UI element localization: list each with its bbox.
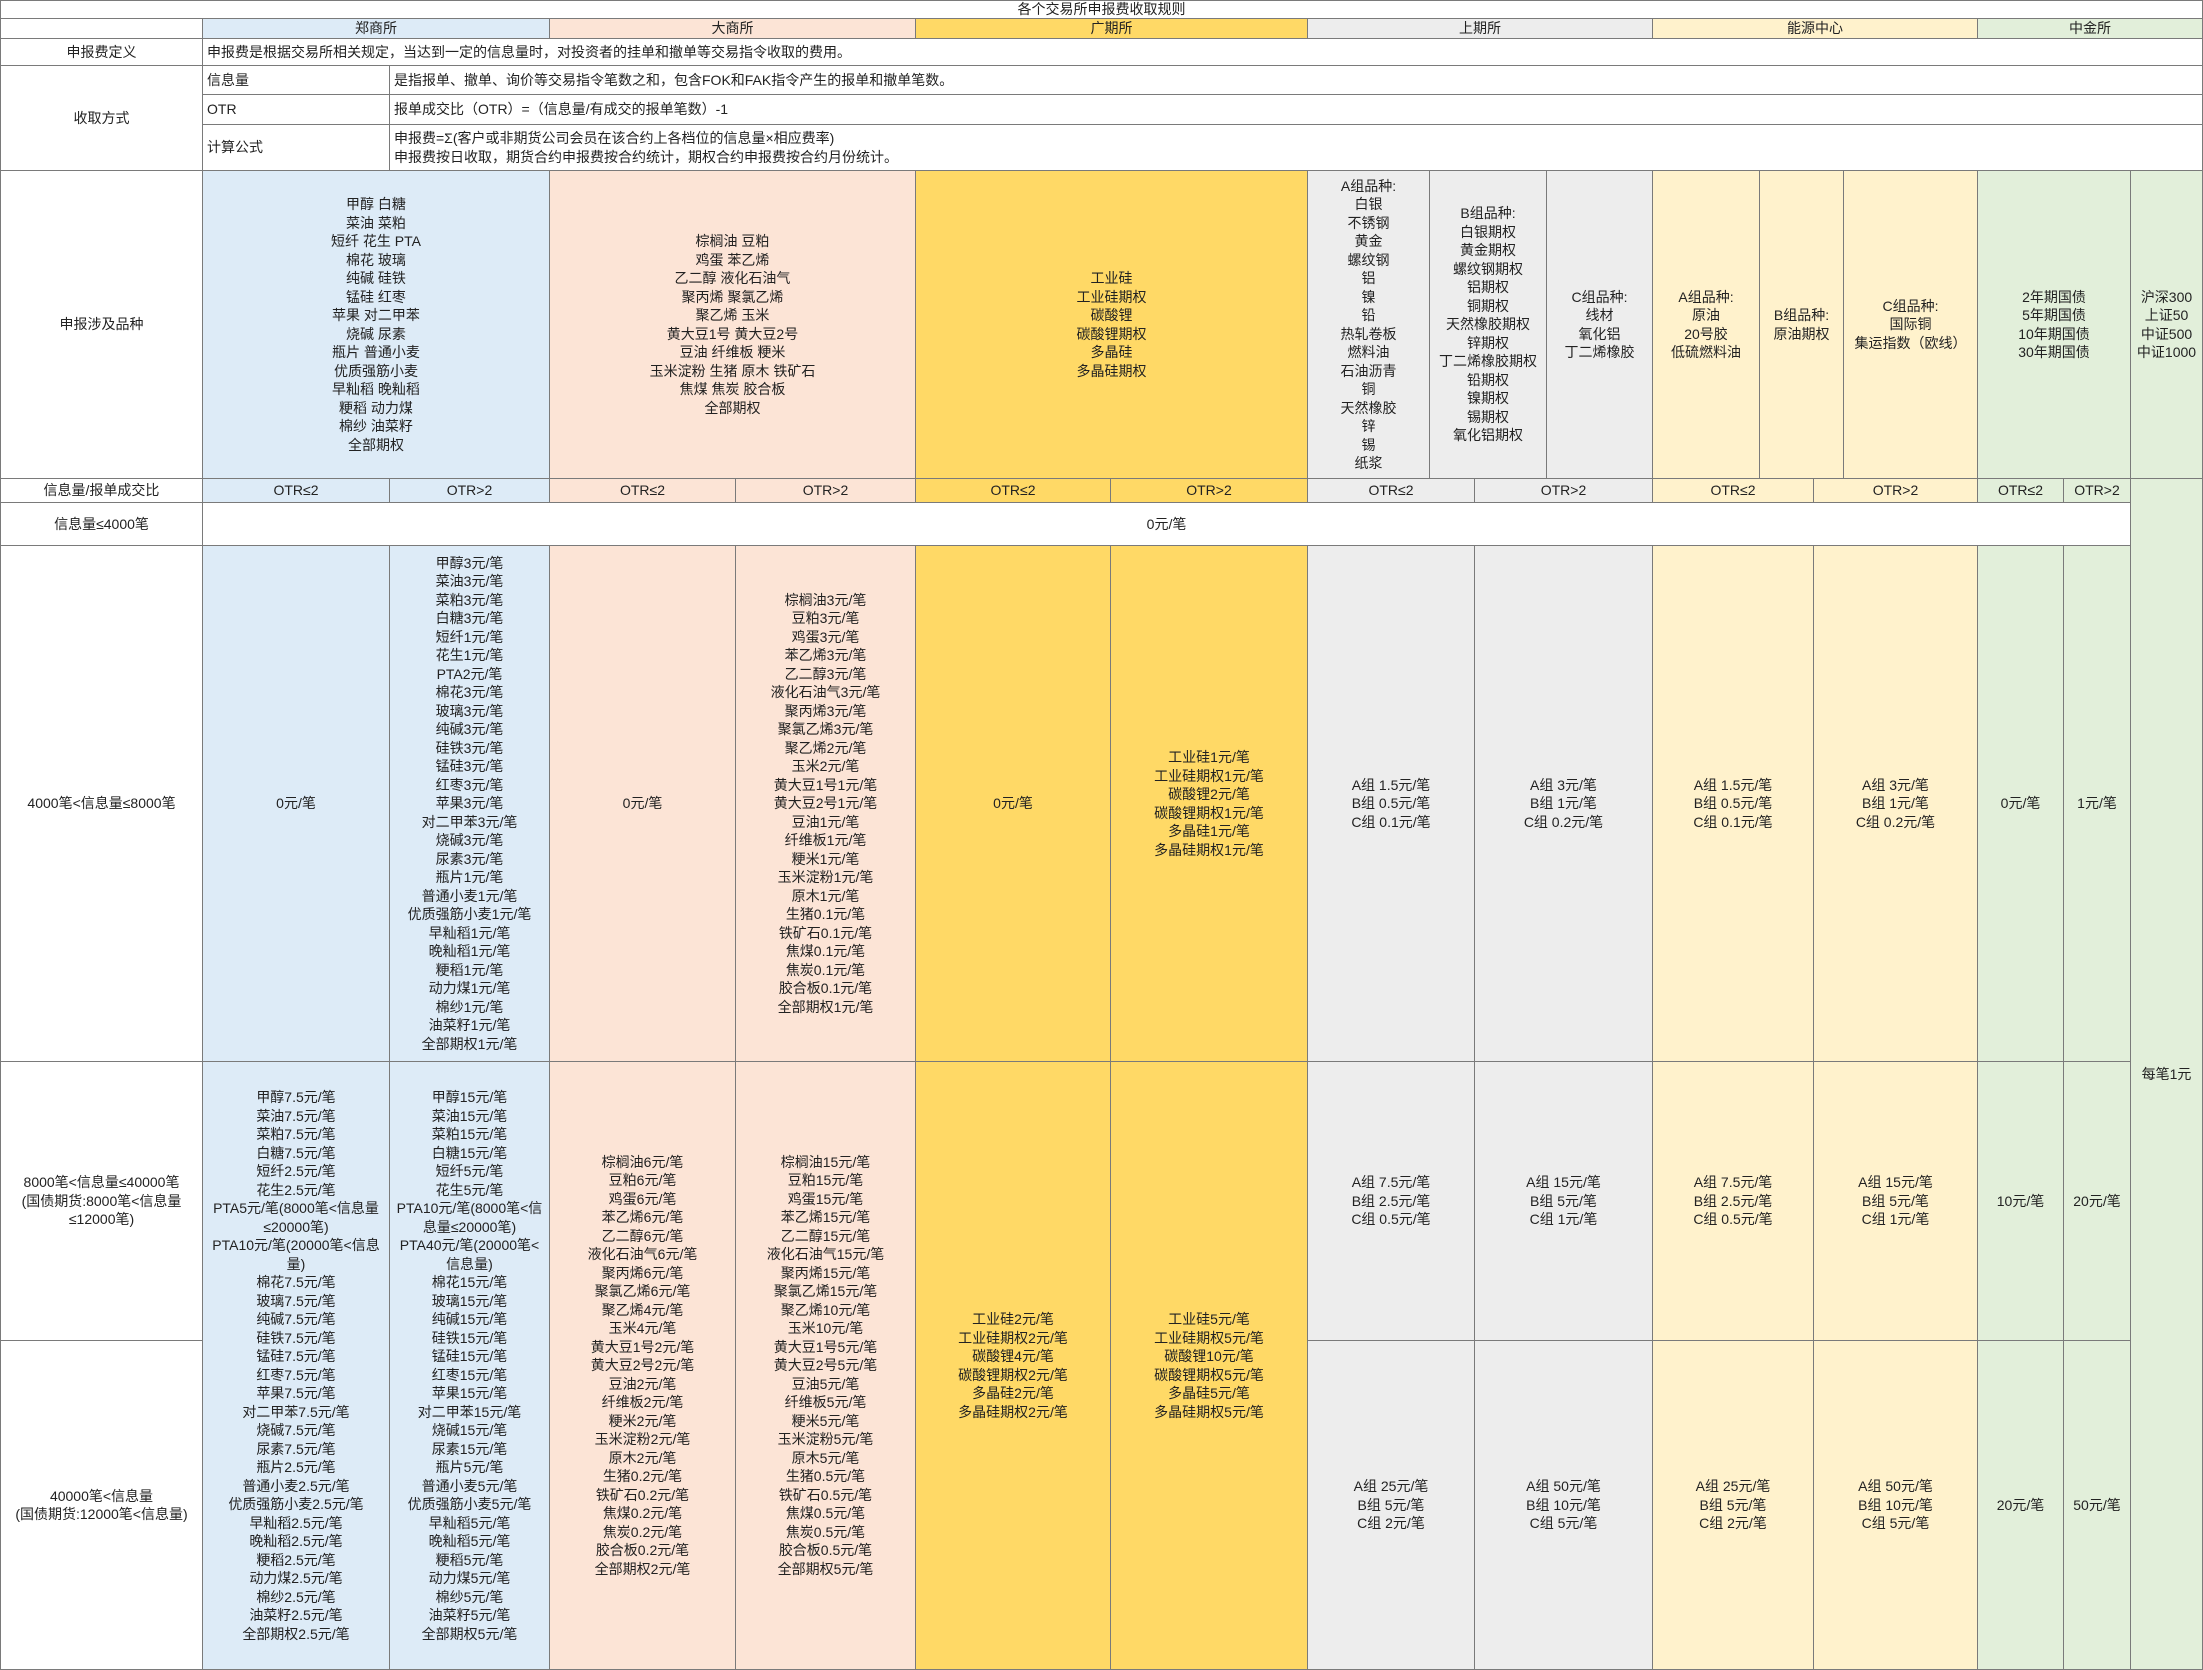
fee-cell: A组 3元/笔 B组 1元/笔 C组 0.2元/笔 bbox=[1813, 545, 1978, 1062]
fee-cell: 0元/笔 bbox=[202, 545, 390, 1062]
fee-cell: A组 15元/笔 B组 5元/笔 C组 1元/笔 bbox=[1813, 1061, 1978, 1341]
options-fee: 每笔1元 bbox=[2130, 478, 2203, 1670]
item-name: 信息量 bbox=[202, 65, 390, 95]
product-list: 2年期国债 5年期国债 10年期国债 30年期国债 bbox=[1977, 170, 2131, 479]
fee-cell: 20元/笔 bbox=[2063, 1061, 2131, 1341]
otr-header: OTR≤2 bbox=[1652, 478, 1814, 503]
otr-header: OTR>2 bbox=[735, 478, 916, 503]
row-label: 申报涉及品种 bbox=[0, 170, 203, 479]
product-list: A组品种: 原油 20号胶 低硫燃料油 bbox=[1652, 170, 1760, 479]
fee-cell: A组 1.5元/笔 B组 0.5元/笔 C组 0.1元/笔 bbox=[1652, 545, 1814, 1062]
tier-label: 4000笔<信息量≤8000笔 bbox=[0, 545, 203, 1062]
otr-header: OTR≤2 bbox=[915, 478, 1111, 503]
fee-cell: 棕榈油15元/笔 豆粕15元/笔 鸡蛋15元/笔 苯乙烯15元/笔 乙二醇15元… bbox=[735, 1061, 916, 1670]
fee-cell: 工业硅2元/笔 工业硅期权2元/笔 碳酸锂4元/笔 碳酸锂期权2元/笔 多晶硅2… bbox=[915, 1061, 1111, 1670]
product-list: B组品种: 白银期权 黄金期权 螺纹钢期权 铝期权 铜期权 天然橡胶期权 锌期权… bbox=[1429, 170, 1547, 479]
product-list: C组品种: 国际铜 集运指数（欧线） bbox=[1843, 170, 1978, 479]
definition-text: 申报费是根据交易所相关规定，当达到一定的信息量时，对投资者的挂单和撤单等交易指令… bbox=[202, 38, 2203, 66]
exchange-header: 郑商所 bbox=[202, 18, 550, 39]
fee-cell: 0元/笔 bbox=[915, 545, 1111, 1062]
item-text: 申报费=Σ(客户或非期货公司会员在该合约上各档位的信息量×相应费率) 申报费按日… bbox=[389, 124, 2203, 171]
fee-cell: 工业硅5元/笔 工业硅期权5元/笔 碳酸锂10元/笔 碳酸锂期权5元/笔 多晶硅… bbox=[1110, 1061, 1308, 1670]
fee-cell: A组 7.5元/笔 B组 2.5元/笔 C组 0.5元/笔 bbox=[1652, 1061, 1814, 1341]
fee-cell: 10元/笔 bbox=[1977, 1061, 2064, 1341]
fee-cell: 棕榈油6元/笔 豆粕6元/笔 鸡蛋6元/笔 苯乙烯6元/笔 乙二醇6元/笔 液化… bbox=[549, 1061, 736, 1670]
otr-header: OTR≤2 bbox=[202, 478, 390, 503]
fee-cell: 甲醇7.5元/笔 菜油7.5元/笔 菜粕7.5元/笔 白糖7.5元/笔 短纤2.… bbox=[202, 1061, 390, 1670]
otr-header: OTR≤2 bbox=[1307, 478, 1475, 503]
fee-cell: A组 15元/笔 B组 5元/笔 C组 1元/笔 bbox=[1474, 1061, 1653, 1341]
fee-cell: 甲醇15元/笔 菜油15元/笔 菜粕15元/笔 白糖15元/笔 短纤5元/笔 花… bbox=[389, 1061, 550, 1670]
fee-cell: A组 25元/笔 B组 5元/笔 C组 2元/笔 bbox=[1652, 1340, 1814, 1670]
product-list: A组品种: 白银 不锈钢 黄金 螺纹钢 铝 镍 铅 热轧卷板 燃料油 石油沥青 … bbox=[1307, 170, 1430, 479]
item-text: 报单成交比（OTR）=（信息量/有成交的报单笔数）-1 bbox=[389, 94, 2203, 125]
product-list: 甲醇 白糖 菜油 菜粕 短纤 花生 PTA 棉花 玻璃 纯碱 硅铁 锰硅 红枣 … bbox=[202, 170, 550, 479]
product-list: 沪深300 上证50 中证500 中证1000 bbox=[2130, 170, 2203, 479]
item-name: 计算公式 bbox=[202, 124, 390, 171]
fee-cell: 棕榈油3元/笔 豆粕3元/笔 鸡蛋3元/笔 苯乙烯3元/笔 乙二醇3元/笔 液化… bbox=[735, 545, 916, 1062]
title: 各个交易所申报费收取规则 bbox=[0, 0, 2203, 19]
product-list: B组品种: 原油期权 bbox=[1759, 170, 1844, 479]
fee-cell: 20元/笔 bbox=[1977, 1340, 2064, 1670]
row-label: 收取方式 bbox=[0, 65, 203, 171]
item-text: 是指报单、撤单、询价等交易指令笔数之和，包含FOK和FAK指令产生的报单和撤单笔… bbox=[389, 65, 2203, 95]
otr-header: OTR≤2 bbox=[549, 478, 736, 503]
fee-cell: 甲醇3元/笔 菜油3元/笔 菜粕3元/笔 白糖3元/笔 短纤1元/笔 花生1元/… bbox=[389, 545, 550, 1062]
otr-header: OTR>2 bbox=[1474, 478, 1653, 503]
fee-cell: A组 50元/笔 B组 10元/笔 C组 5元/笔 bbox=[1813, 1340, 1978, 1670]
otr-header: OTR>2 bbox=[2063, 478, 2131, 503]
otr-header: OTR>2 bbox=[389, 478, 550, 503]
tier-label: 信息量≤4000笔 bbox=[0, 502, 203, 546]
fee-cell: A组 1.5元/笔 B组 0.5元/笔 C组 0.1元/笔 bbox=[1307, 545, 1475, 1062]
tier-label: 40000笔<信息量 (国债期货:12000笔<信息量) bbox=[0, 1340, 203, 1670]
fee-cell: 1元/笔 bbox=[2063, 545, 2131, 1062]
fee-cell: A组 25元/笔 B组 5元/笔 C组 2元/笔 bbox=[1307, 1340, 1475, 1670]
product-list: 工业硅 工业硅期权 碳酸锂 碳酸锂期权 多晶硅 多晶硅期权 bbox=[915, 170, 1308, 479]
row-label: 申报费定义 bbox=[0, 38, 203, 66]
item-name: OTR bbox=[202, 94, 390, 125]
fee-cell: 0元/笔 bbox=[202, 502, 2131, 546]
tier-label: 8000笔<信息量≤40000笔 (国债期货:8000笔<信息量≤12000笔) bbox=[0, 1061, 203, 1341]
blank-header bbox=[0, 18, 203, 39]
row-label: 信息量/报单成交比 bbox=[0, 478, 203, 503]
fee-cell: 0元/笔 bbox=[549, 545, 736, 1062]
product-list: 棕榈油 豆粕 鸡蛋 苯乙烯 乙二醇 液化石油气 聚丙烯 聚氯乙烯 聚乙烯 玉米 … bbox=[549, 170, 916, 479]
otr-header: OTR>2 bbox=[1110, 478, 1308, 503]
exchange-header: 中金所 bbox=[1977, 18, 2203, 39]
exchange-header: 大商所 bbox=[549, 18, 916, 39]
fee-cell: A组 3元/笔 B组 1元/笔 C组 0.2元/笔 bbox=[1474, 545, 1653, 1062]
exchange-header: 能源中心 bbox=[1652, 18, 1978, 39]
otr-header: OTR>2 bbox=[1813, 478, 1978, 503]
product-list: C组品种: 线材 氧化铝 丁二烯橡胶 bbox=[1546, 170, 1653, 479]
fee-cell: 0元/笔 bbox=[1977, 545, 2064, 1062]
fee-cell: 50元/笔 bbox=[2063, 1340, 2131, 1670]
fee-cell: A组 50元/笔 B组 10元/笔 C组 5元/笔 bbox=[1474, 1340, 1653, 1670]
fee-cell: A组 7.5元/笔 B组 2.5元/笔 C组 0.5元/笔 bbox=[1307, 1061, 1475, 1341]
exchange-header: 上期所 bbox=[1307, 18, 1653, 39]
fee-cell: 工业硅1元/笔 工业硅期权1元/笔 碳酸锂2元/笔 碳酸锂期权1元/笔 多晶硅1… bbox=[1110, 545, 1308, 1062]
exchange-header: 广期所 bbox=[915, 18, 1308, 39]
otr-header: OTR≤2 bbox=[1977, 478, 2064, 503]
